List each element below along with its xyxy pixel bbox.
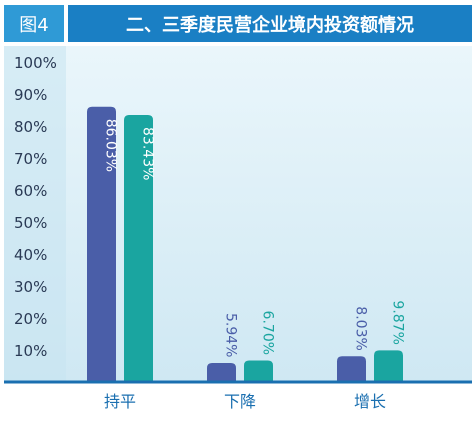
bar-data-label: 8.03% <box>353 306 369 350</box>
bar <box>337 356 366 382</box>
y-tick-label: 60% <box>14 182 47 200</box>
left-band <box>4 46 66 382</box>
bar-data-label: 86.03% <box>103 119 119 172</box>
bar <box>374 350 403 382</box>
x-tick-label: 持平 <box>104 392 136 411</box>
y-tick-label: 40% <box>14 246 47 264</box>
bars <box>87 106 403 383</box>
bar-data-label: 83.43% <box>140 127 156 180</box>
bar-data-label: 9.87% <box>390 300 406 344</box>
bar-data-label: 6.70% <box>260 311 276 355</box>
y-tick-label: 20% <box>14 310 47 328</box>
y-tick-label: 80% <box>14 118 47 136</box>
bar <box>124 115 153 383</box>
title-bar <box>68 5 472 42</box>
plot-area <box>4 46 472 382</box>
x-tick-label: 增长 <box>354 392 386 411</box>
chart-title: 二、三季度民营企业境内投资额情况 <box>126 14 414 36</box>
y-axis-ticks: 10% 20% 30% 40% 50% 60% 70% 80% 90% 100% <box>14 54 57 360</box>
y-tick-label: 100% <box>14 54 57 72</box>
figure-label: 图4 <box>19 15 48 36</box>
bar <box>207 362 236 382</box>
y-tick-label: 70% <box>14 150 47 168</box>
y-tick-label: 90% <box>14 86 47 104</box>
y-tick-label: 10% <box>14 342 47 360</box>
bar <box>244 360 273 382</box>
bar-data-label: 5.94% <box>223 313 239 357</box>
x-axis-labels: 持平 下降 增长 <box>104 392 386 411</box>
x-tick-label: 下降 <box>224 392 256 411</box>
data-labels: 86.03% 83.43% 5.94% 6.70% 8.03% 9.87% <box>103 119 406 358</box>
y-tick-label: 30% <box>14 278 47 296</box>
figure-label-box <box>4 5 64 42</box>
y-tick-label: 50% <box>14 214 47 232</box>
bar <box>87 106 116 382</box>
